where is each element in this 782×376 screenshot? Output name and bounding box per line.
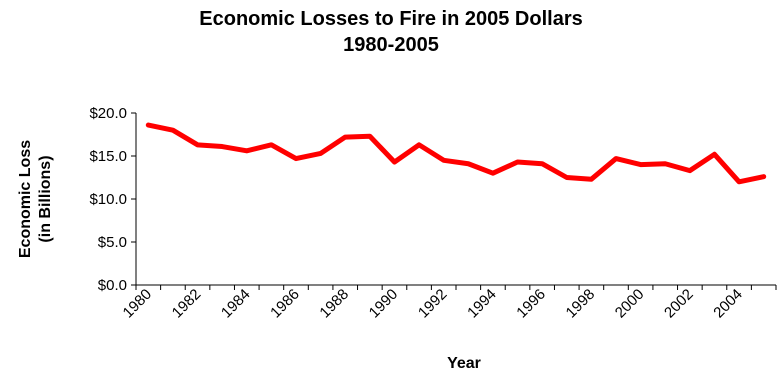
y-tick-label: $10.0 — [89, 191, 127, 208]
x-tick-label: 2002 — [661, 286, 697, 322]
x-tick-label: 1994 — [464, 286, 500, 322]
x-tick-label: 1982 — [169, 286, 205, 322]
y-tick-label: $20.0 — [89, 105, 127, 122]
y-ticks: $0.0 $5.0 $10.0 $15.0 $20.0 — [89, 105, 136, 294]
y-axis-title-line-2: (in Billions) — [37, 155, 54, 242]
x-tick-label: 1986 — [267, 286, 303, 322]
x-ticks: 1980 1982 1984 1986 1988 1990 1992 1994 1996 1998… — [120, 285, 777, 322]
series-layer — [145, 122, 767, 185]
x-tick-label: 1992 — [415, 286, 451, 322]
y-tick-label: $0.0 — [98, 277, 127, 294]
x-tick-label: 2004 — [710, 286, 746, 322]
chart-title-line-2: 1980-2005 — [343, 34, 439, 56]
x-tick-label: 1996 — [513, 286, 549, 322]
chart-title-line-1: Economic Losses to Fire in 2005 Dollars — [199, 8, 583, 30]
x-axis-title: Year — [447, 355, 481, 372]
x-tick-label: 2000 — [612, 286, 648, 322]
y-axis-title-line-1: Economic Loss — [17, 140, 34, 258]
y-tick-label: $15.0 — [89, 148, 127, 165]
x-tick-label: 1984 — [218, 286, 254, 322]
y-tick-label: $5.0 — [98, 234, 127, 251]
x-tick-label: 1988 — [316, 286, 352, 322]
x-tick-label: 1998 — [563, 286, 599, 322]
series-line — [145, 122, 767, 185]
x-tick-label: 1990 — [366, 286, 402, 322]
